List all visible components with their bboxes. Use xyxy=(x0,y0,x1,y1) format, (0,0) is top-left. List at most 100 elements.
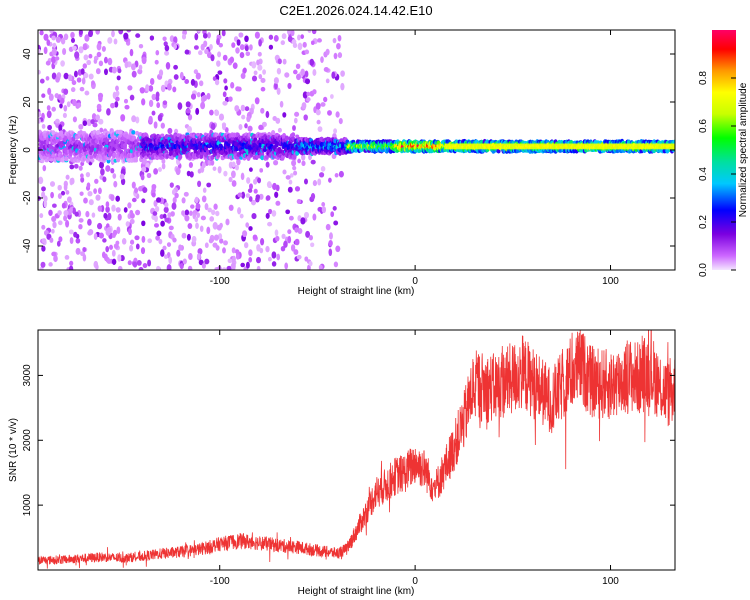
spectrogram-cell xyxy=(280,40,286,46)
spectrogram-cell xyxy=(170,211,175,217)
spectrogram-cell xyxy=(89,155,94,160)
spectrogram-cell xyxy=(87,190,93,197)
spectrogram-cell xyxy=(283,240,288,248)
spectrogram-y-tick-label: -20 xyxy=(22,190,33,205)
spectrogram-cell xyxy=(179,262,184,270)
spectrogram-cell xyxy=(46,39,51,46)
spectrogram-cell xyxy=(63,33,69,41)
spectrogram-cell xyxy=(257,51,262,57)
spectrogram-cell xyxy=(188,161,193,169)
spectrogram-cell xyxy=(41,123,46,129)
spectrogram-cell xyxy=(204,48,209,55)
spectrogram-cell xyxy=(291,132,296,138)
spectrogram-cell xyxy=(49,158,54,162)
spectrogram-cell xyxy=(154,59,159,65)
spectrogram-cell xyxy=(78,165,83,171)
spectrogram-cell xyxy=(54,56,60,61)
spectrogram-cell xyxy=(113,38,118,45)
spectrogram-cell xyxy=(295,63,301,69)
spectrogram-cell xyxy=(238,124,243,130)
spectrogram-cell xyxy=(187,265,193,270)
spectrogram-cell xyxy=(70,37,76,43)
spectrogram-cell xyxy=(148,138,153,143)
spectrogram-cell xyxy=(76,77,82,83)
spectrogram-cell xyxy=(280,245,286,252)
spectrogram-cell xyxy=(157,114,163,122)
spectrogram-cell xyxy=(81,77,86,85)
spectrogram-cell xyxy=(51,251,57,257)
spectrogram-cell xyxy=(268,208,273,215)
spectrogram-cell xyxy=(116,226,121,234)
spectrogram-cell xyxy=(207,207,212,213)
spectrogram-cell xyxy=(181,197,186,204)
spectrogram-cell xyxy=(93,233,98,240)
spectrogram-cell xyxy=(202,187,207,193)
spectrogram-cell xyxy=(41,93,46,98)
spectrogram-cell xyxy=(48,209,53,216)
spectrogram-cell xyxy=(330,211,335,218)
spectrogram-cell xyxy=(148,85,154,92)
spectrogram-cell xyxy=(336,42,341,50)
colorbar-ticks: 0.00.20.40.60.8 xyxy=(698,71,736,277)
spectrogram-cell xyxy=(256,244,261,252)
spectrogram-cell xyxy=(228,176,233,183)
spectrogram-cell xyxy=(209,44,213,50)
spectrogram-cell xyxy=(135,209,141,216)
spectrogram-cell xyxy=(63,88,69,95)
spectrogram-cell xyxy=(138,266,144,270)
spectrogram-cell xyxy=(338,117,343,125)
spectrogram-cell xyxy=(209,109,214,116)
spectrogram-cell xyxy=(320,102,326,107)
spectrogram-cell xyxy=(78,46,84,54)
spectrogram-cell xyxy=(256,256,261,264)
spectrogram-cell xyxy=(116,75,121,81)
spectrogram-cell xyxy=(190,204,195,209)
spectrogram-cell xyxy=(75,247,81,255)
spectrogram-cell xyxy=(194,216,199,223)
spectrogram-cell xyxy=(86,59,92,66)
spectrogram-cell xyxy=(119,173,125,180)
spectrogram-cell xyxy=(47,87,52,96)
spectrogram-cell xyxy=(221,30,226,37)
spectrogram-cell xyxy=(154,215,158,223)
spectrogram-cell xyxy=(222,247,226,254)
spectrogram-cell xyxy=(63,72,69,80)
spectrogram-cell xyxy=(103,212,108,219)
snr-x-tick-label: 0 xyxy=(412,576,418,587)
spectrogram-cell xyxy=(58,236,63,243)
spectrogram-cell xyxy=(236,158,241,166)
colorbar-tick-label: 0.6 xyxy=(698,119,709,133)
spectrogram-cell xyxy=(41,191,46,199)
spectrogram-cell xyxy=(59,130,64,135)
spectrogram-cell xyxy=(338,170,344,178)
spectrogram-cell xyxy=(171,189,176,196)
spectrogram-cell xyxy=(114,101,119,108)
spectrogram-cell xyxy=(198,50,203,56)
spectrogram-cell xyxy=(46,105,51,111)
spectrogram-cell xyxy=(264,154,269,160)
spectrogram-cell xyxy=(80,68,85,75)
snr-x-tick-label: -100 xyxy=(210,576,230,587)
spectrogram-cell xyxy=(107,57,113,66)
spectrogram-cell xyxy=(300,68,306,76)
spectrogram-cell xyxy=(228,96,233,102)
spectrogram-cell xyxy=(265,161,270,168)
spectrogram-cell xyxy=(157,167,163,173)
spectrogram-cell xyxy=(247,125,253,132)
spectrogram-cell xyxy=(258,193,264,200)
spectrogram-cell xyxy=(107,37,113,44)
spectrogram-cell xyxy=(239,44,245,51)
spectrogram-cell xyxy=(195,72,201,80)
spectrogram-cell xyxy=(112,229,118,236)
spectrogram-cell xyxy=(138,64,143,71)
spectrogram-cell xyxy=(38,118,41,124)
spectrogram-cell xyxy=(248,196,253,202)
spectrogram-cell xyxy=(200,165,205,173)
spectrogram-cell xyxy=(303,211,310,219)
spectrogram-cell xyxy=(82,246,87,253)
spectrogram-cell xyxy=(266,181,272,189)
spectrogram-cell xyxy=(315,109,321,116)
spectrogram-cell xyxy=(240,262,246,268)
spectrogram-cell xyxy=(157,148,162,154)
spectrogram-cell xyxy=(145,84,150,92)
